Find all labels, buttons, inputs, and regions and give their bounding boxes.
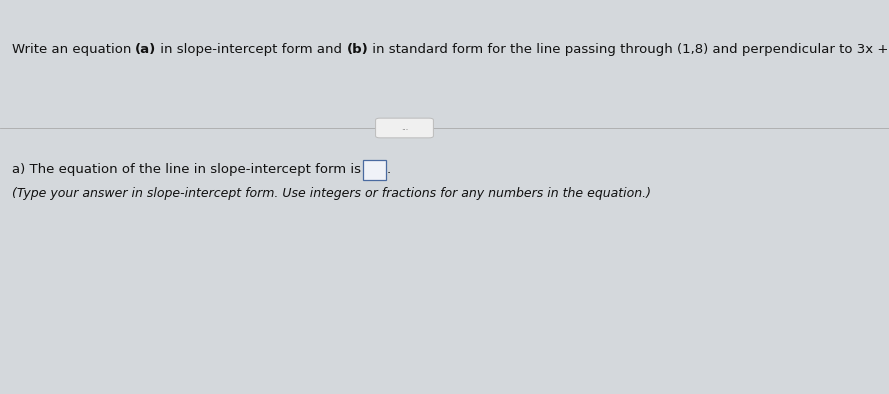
Text: ...: ... <box>401 123 408 132</box>
FancyBboxPatch shape <box>375 118 434 138</box>
Text: .: . <box>387 163 391 176</box>
Text: in slope-intercept form and: in slope-intercept form and <box>156 43 347 56</box>
FancyBboxPatch shape <box>363 160 386 180</box>
Text: (Type your answer in slope-intercept form. Use integers or fractions for any num: (Type your answer in slope-intercept for… <box>12 187 651 200</box>
Text: a) The equation of the line in slope-intercept form is: a) The equation of the line in slope-int… <box>12 163 364 176</box>
Text: (a): (a) <box>135 43 156 56</box>
Text: Write an equation: Write an equation <box>12 43 135 56</box>
Text: (b): (b) <box>347 43 368 56</box>
Text: in standard form for the line passing through (1,8) and perpendicular to 3x + 5y: in standard form for the line passing th… <box>368 43 889 56</box>
